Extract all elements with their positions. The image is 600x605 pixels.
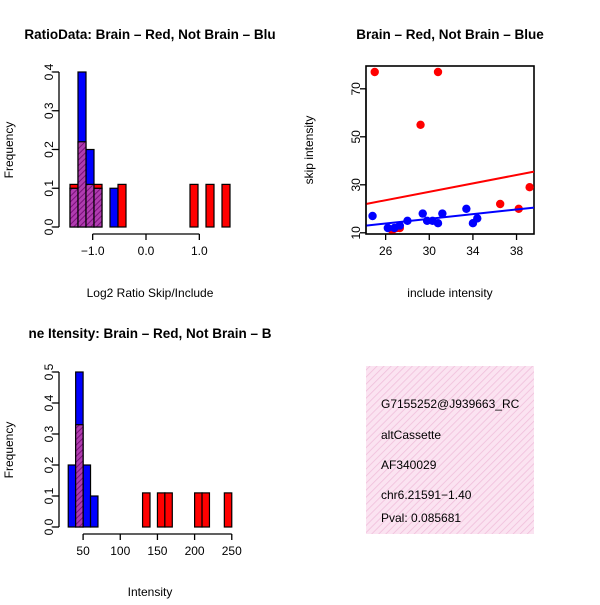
intensity-histogram-blue-bar (89, 495, 99, 528)
intensity-histogram-red-bar (223, 492, 233, 528)
intensity-histogram-y-tick-label: 0.5 (42, 363, 56, 380)
ratio-histogram-y-tick-label: 0.4 (42, 63, 56, 80)
intensity-histogram-overlap-bar (75, 424, 84, 528)
ratio-histogram-overlap-bar (69, 187, 79, 228)
scatter-blue-point (403, 216, 412, 225)
scatter-panel: Brain – Red, Not Brain – Blue include in… (302, 27, 544, 300)
intensity-histogram-title: ne Itensity: Brain – Red, Not Brain – B (28, 326, 271, 341)
scatter-x-label: include intensity (407, 286, 492, 300)
info-event-type: altCassette (381, 428, 441, 442)
ratio-histogram-blue-bar (109, 187, 119, 228)
intensity-histogram-blue-bar (82, 464, 92, 528)
ratio-histogram-y-tick-label: 0.2 (42, 141, 56, 158)
ratio-histogram-red-bar (221, 183, 231, 228)
scatter-blue-point (368, 211, 377, 221)
intensity-histogram-panel: ne Itensity: Brain – Red, Not Brain – B … (2, 326, 272, 599)
intensity-histogram-red-bar (141, 492, 151, 528)
scatter-title: Brain – Red, Not Brain – Blue (356, 27, 544, 42)
ratio-histogram-red-bar (69, 183, 79, 189)
scatter-y-tick-label: 70 (349, 82, 363, 96)
ratio-histogram-overlap-bar (85, 183, 95, 228)
intensity-histogram-red-bar (201, 492, 211, 528)
scatter-red-point (525, 183, 534, 192)
scatter-y-label: skip intensity (302, 116, 316, 185)
scatter-red-point (370, 67, 379, 77)
intensity-histogram-y-tick-label: 0.0 (42, 518, 56, 535)
info-location: chr6.21591−1.40 (381, 488, 472, 502)
scatter-x-tick-label: 30 (423, 244, 437, 258)
scatter-red-point (416, 120, 425, 129)
ratio-histogram-x-tick-label: 1.0 (191, 244, 208, 258)
intensity-histogram-y-tick-label: 0.1 (42, 487, 56, 504)
scatter-red-fit-line (365, 170, 535, 205)
scatter-y-tick-label: 50 (349, 130, 363, 144)
scatter-blue-point (462, 204, 471, 213)
intensity-histogram-x-tick-label: 150 (147, 544, 167, 558)
scatter-y-tick-label: 30 (349, 178, 363, 192)
info-pval: Pval: 0.085681 (381, 511, 461, 525)
intensity-histogram-x-label: Intensity (128, 585, 173, 599)
scatter-plot-frame (365, 65, 535, 235)
info-gene-id: G7155252@J939663_RC (381, 397, 520, 411)
ratio-histogram-x-tick-label: −1.0 (81, 244, 105, 258)
ratio-histogram-y-tick-label: 0.0 (42, 218, 56, 235)
intensity-histogram-x-tick-label: 50 (76, 544, 90, 558)
intensity-histogram-y-tick-label: 0.3 (42, 425, 56, 442)
info-panel-background (366, 366, 534, 534)
scatter-blue-point (418, 209, 427, 218)
intensity-histogram-y-tick-label: 0.4 (42, 394, 56, 411)
scatter-blue-fit-line (365, 206, 535, 227)
intensity-histogram-blue-bar (67, 464, 77, 528)
ratio-histogram-red-bar (117, 183, 127, 228)
ratio-histogram-overlap-bar (77, 141, 87, 228)
ratio-histogram-red-bar (189, 183, 199, 228)
intensity-histogram-x-tick-label: 100 (110, 544, 130, 558)
ratio-histogram-title: RatioData: Brain – Red, Not Brain – Blu (24, 27, 275, 42)
intensity-histogram-red-bar (156, 492, 166, 528)
intensity-histogram-y-label: Frequency (2, 422, 16, 479)
scatter-blue-point (473, 214, 482, 223)
intensity-histogram-y-tick-label: 0.2 (42, 456, 56, 473)
ratio-histogram-overlap-bar (93, 187, 103, 228)
scatter-x-tick-label: 38 (510, 244, 524, 258)
intensity-histogram-red-bar (164, 492, 173, 528)
ratio-histogram-x-label: Log2 Ratio Skip/Include (87, 286, 214, 300)
scatter-red-point (495, 199, 505, 209)
ratio-histogram-red-bar (93, 183, 103, 189)
scatter-red-point (433, 67, 443, 77)
info-panel: G7155252@J939663_RC altCassette AF340029… (366, 366, 534, 534)
scatter-blue-point (438, 209, 447, 218)
scatter-y-tick-label: 10 (349, 226, 363, 240)
ratio-histogram-y-tick-label: 0.1 (42, 180, 56, 197)
ratio-histogram-x-tick-label: 0.0 (138, 244, 155, 258)
intensity-histogram-x-tick-label: 200 (185, 544, 205, 558)
info-accession: AF340029 (381, 458, 437, 472)
scatter-x-tick-label: 26 (379, 244, 393, 258)
scatter-blue-point (383, 223, 393, 233)
ratio-histogram-red-bar (205, 183, 215, 228)
intensity-histogram-red-bar (194, 492, 203, 528)
scatter-x-tick-label: 34 (466, 244, 480, 258)
ratio-histogram-y-tick-label: 0.3 (42, 102, 56, 119)
ratio-histogram-panel: RatioData: Brain – Red, Not Brain – Blu … (2, 27, 276, 300)
intensity-histogram-x-tick-label: 250 (222, 544, 242, 558)
scatter-blue-point (433, 219, 443, 228)
scatter-blue-point (395, 221, 405, 230)
ratio-histogram-y-label: Frequency (2, 122, 16, 179)
